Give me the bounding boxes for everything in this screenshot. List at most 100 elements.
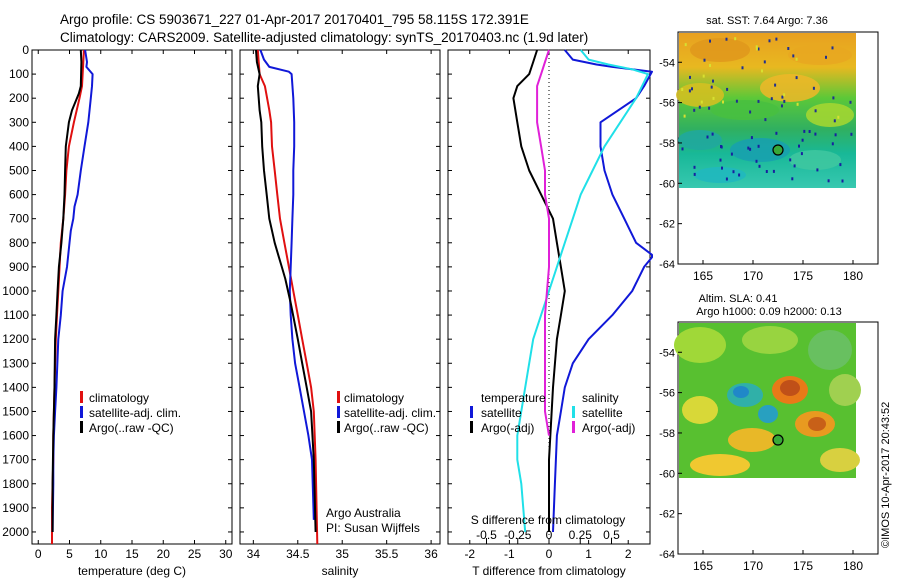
sst-pixel: [783, 99, 786, 103]
depth-tick-label: 1100: [3, 308, 29, 322]
sst-pixel: [689, 75, 691, 79]
lon-tick-label: 175: [793, 269, 813, 283]
sst-pixel: [712, 96, 715, 100]
legend-swatch-argo: [337, 421, 340, 433]
sst-pixel: [808, 130, 811, 133]
sst-pixel: [735, 99, 738, 103]
sst-pixel: [755, 45, 758, 49]
sst-pixel: [791, 177, 794, 181]
sst-latitude-axis: -54 -56 -58 -60 -62 -64: [659, 57, 682, 271]
depth-tick-label: 1200: [2, 332, 29, 346]
sst-pixel: [833, 119, 836, 123]
argo-position-marker: [772, 144, 784, 156]
sst-pixel: [837, 115, 840, 119]
lat-tick-label: -54: [659, 57, 675, 69]
x-tick-label: 36: [424, 547, 438, 561]
series-line-satellite-adj-clim-: [51, 49, 94, 533]
sst-pixel: [832, 96, 835, 100]
sst-pixel: [706, 135, 709, 139]
sst-pixel: [774, 83, 777, 87]
sst-pixel: [849, 100, 852, 104]
x-tick-label: 35.5: [375, 547, 399, 561]
legend-swatch-argo: [80, 421, 83, 433]
t-difference-x-label: T difference from climatology: [472, 564, 626, 578]
depth-tick-label: 300: [9, 115, 29, 129]
imos-credit: ©IMOS 10-Apr-2017 20:43:52: [880, 402, 892, 548]
legend-swatch-argo-T: [470, 421, 473, 433]
lon-tick-label: 170: [743, 269, 763, 283]
sst-pixel: [681, 88, 684, 91]
legend-swatch-satellite-S: [572, 406, 575, 418]
lon-tick-label: 170: [743, 559, 763, 573]
x-tick-label: -2: [464, 547, 475, 561]
sst-pixel: [775, 131, 778, 135]
sst-pixel: [722, 100, 724, 104]
sst-pixel: [757, 144, 760, 148]
lat-tick-label: -54: [659, 347, 675, 359]
sst-pixel: [709, 39, 711, 43]
sst-pixel: [693, 108, 696, 112]
lon-tick-label: 180: [843, 269, 863, 283]
legend-label-climatology: climatology: [89, 391, 149, 405]
sst-pixel: [831, 142, 834, 146]
sst-pixel: [793, 164, 796, 168]
lat-tick-label: -64: [659, 259, 675, 271]
lat-tick-label: -56: [659, 388, 675, 400]
sst-pixel: [798, 144, 800, 148]
x-tick-label: 15: [125, 547, 139, 561]
sst-pixel: [712, 79, 714, 83]
sst-pixel: [761, 69, 763, 73]
x-tick-label: 5: [66, 547, 73, 561]
sst-pixel: [770, 97, 773, 101]
s-tick-label: 0.25: [569, 528, 593, 542]
x-tick-label: 1: [585, 547, 592, 561]
sst-longitude-axis: 165 170 175 180: [693, 260, 863, 283]
sst-pixel: [750, 136, 753, 140]
legend-label-satellite-T: satellite: [481, 406, 522, 420]
sst-pixel: [827, 179, 830, 183]
lat-tick-label: -62: [659, 219, 675, 231]
salinity-depth-ticks: [240, 49, 440, 533]
depth-tick-label: 1800: [2, 477, 29, 491]
s-tick-label: 0.5: [603, 528, 620, 542]
sst-pixel: [850, 132, 853, 136]
legend-swatch-argo-S: [572, 421, 575, 433]
legend-swatch-satellite-T: [470, 406, 473, 418]
difference-legend: temperature satellite Argo(-adj) salinit…: [470, 391, 635, 435]
sla-latitude-axis: -54 -56 -58 -60 -62 -64: [659, 347, 682, 561]
x-tick-label: 10: [94, 547, 108, 561]
sst-pixel: [693, 165, 696, 169]
sst-pixel: [768, 39, 771, 43]
salinity-x-axis: 34 34.5 35 35.5 36: [247, 50, 438, 561]
sst-pixel: [834, 133, 837, 137]
lon-tick-label: 165: [693, 559, 713, 573]
sst-pixel: [763, 60, 766, 64]
sla-map-title-1: Altim. SLA: 0.41: [699, 293, 778, 305]
series-line-argo-adj-: [536, 49, 550, 436]
depth-tick-label: 1700: [2, 453, 29, 467]
legend-label-satellite-S: satellite: [582, 406, 623, 420]
sst-pixel: [710, 85, 713, 89]
series-line-argo-raw-qc-: [255, 49, 317, 533]
sst-pixel: [684, 43, 687, 47]
sst-pixel: [726, 87, 729, 91]
depth-tick-label: 1300: [2, 356, 29, 370]
sst-pixel: [795, 57, 798, 61]
salinity-series: [255, 49, 319, 545]
lat-tick-label: -60: [659, 178, 675, 190]
x-tick-label: 34.5: [286, 547, 310, 561]
sst-pixel: [749, 110, 752, 114]
sst-pixel: [755, 47, 758, 51]
argo-position-marker: [772, 434, 784, 446]
depth-tick-label: 1500: [2, 404, 29, 418]
depth-tick-label: 600: [9, 188, 29, 202]
sst-pixel: [814, 109, 817, 113]
legend-header-temperature: temperature: [481, 391, 546, 405]
temperature-panel: 0100200300400500600700800900100011001200…: [2, 43, 232, 578]
header-line-1: Argo profile: CS 5903671_227 01-Apr-2017…: [60, 12, 529, 27]
temperature-plot-frame: [31, 49, 233, 545]
salinity-x-label: salinity: [322, 564, 359, 578]
s-tick-label: -0.5: [476, 528, 497, 542]
legend-label-argo-S: Argo(-adj): [582, 421, 635, 435]
depth-tick-label: 0: [22, 43, 29, 57]
